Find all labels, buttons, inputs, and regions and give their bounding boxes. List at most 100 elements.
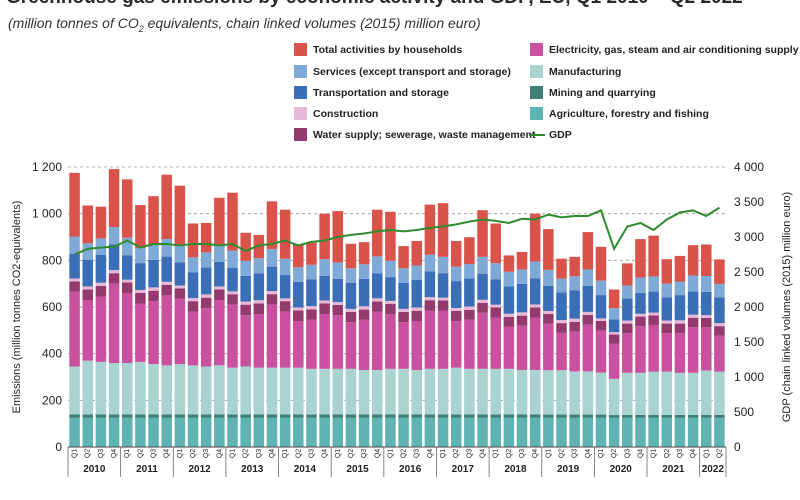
quarter-label: Q2 [348,449,355,458]
bar-segment [490,368,501,415]
bar-segment [161,239,172,257]
bar-segment [82,243,94,260]
bar-segment [700,417,712,447]
bar-segment [582,285,594,312]
legend-label-transport: Transportation and storage [313,87,449,99]
bar-segment [450,414,462,418]
bar-segment [687,275,699,292]
quarter-label: Q1 [282,449,289,458]
bar-segment [358,414,370,418]
bar-segment [648,276,659,292]
bar-segment [608,343,620,379]
bar-segment [595,414,607,418]
bar-segment [161,295,172,366]
quarter-label: Q1 [440,449,447,458]
bar-segment [543,323,554,371]
bar-segment [714,323,725,327]
bar-segment [635,277,646,293]
bar-segment [293,414,304,418]
bar-segment [69,281,80,292]
bar-segment [569,417,580,447]
bar-segment [543,285,554,311]
subtitle-text-rest: equivalents, chain linked volumes (2015)… [143,15,481,31]
bar-segment [398,311,409,323]
quarter-label: Q4 [427,449,434,458]
bar-segment [464,278,475,307]
bar-segment [240,366,251,415]
bar-segment [82,414,94,418]
bar-segment [108,273,120,284]
bar-segment [214,244,225,262]
bar-segment [214,365,225,415]
bar-segment [161,365,172,415]
quarter-label: Q4 [374,449,381,458]
bar-segment [279,417,291,447]
bar-segment [385,211,396,261]
bar-segment [253,300,265,304]
bar-segment [306,368,317,415]
bar-segment [674,333,686,373]
bar-segment [135,205,146,248]
bar-segment [121,237,133,256]
bar-segment [437,256,449,274]
quarter-label: Q4 [216,449,223,458]
bar-segment [569,256,580,277]
bar-segment [411,417,423,447]
bar-segment [161,417,172,447]
y2-axis-title: GDP (chain linked volumes (2015) million… [781,192,793,422]
bar-segment [69,291,80,367]
bar-segment [411,279,423,308]
bar-segment [569,318,580,322]
y2-tick-label: 4 000 [734,160,764,174]
legend-label-electricity: Electricity, gas, steam and air conditio… [549,44,799,56]
bar-segment [424,417,436,447]
bar-segment [306,319,317,369]
bar-segment [398,308,409,312]
bar-segment [687,372,699,415]
bar-segment [293,307,304,311]
bar-segment [503,271,515,287]
bar-segment [200,308,212,367]
bar-segment [424,204,436,255]
bar-segment [332,262,344,279]
quarter-label: Q4 [585,449,592,458]
bar-segment [556,370,567,415]
bar-segment [306,264,317,280]
bar-segment [516,417,528,447]
bar-segment [595,417,607,447]
bar-segment [674,414,686,418]
bar-segment [516,251,528,270]
bar-segment [174,288,186,299]
legend-swatch-transport [294,86,307,99]
bar-segment [608,417,620,447]
bar-segment [82,300,94,361]
bar-segment [266,417,278,447]
bar-segment [135,414,146,418]
bar-segment [674,417,686,447]
bar-segment [200,252,212,268]
y2-tick-label: 3 500 [734,195,764,209]
bar-segment [385,300,396,304]
bar-segment [200,297,212,309]
bar-segment [543,269,554,286]
bar-segment [82,259,94,287]
bar-segment [371,370,383,415]
bar-segment [464,306,475,310]
bar-segment [266,294,278,305]
quarter-label: Q2 [190,449,197,458]
y-tick-label: 1 200 [32,160,62,174]
bar-segment [253,314,265,368]
year-label: 2014 [294,464,317,475]
bar-segment [490,417,501,447]
bar-segment [582,414,594,418]
bar-segment [437,297,449,301]
bar-segment [135,247,146,264]
bar-segment [135,361,146,415]
bar-segment [648,414,659,418]
bar-segment [477,273,488,300]
bar-segment [661,283,673,298]
bar-segment [648,324,659,372]
bar-segment [135,303,146,362]
year-label: 2021 [662,464,685,475]
